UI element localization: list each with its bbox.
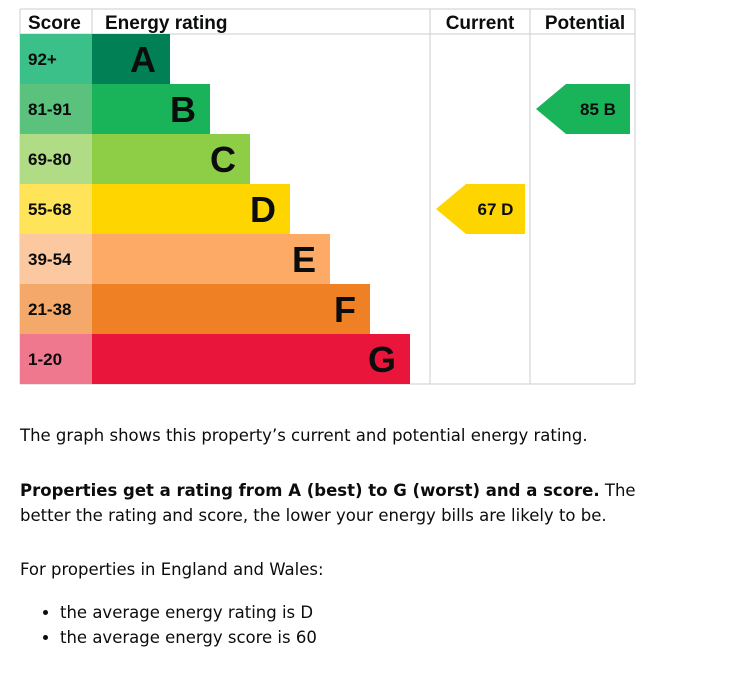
rating-bar-b xyxy=(92,84,210,134)
score-range-g: 1-20 xyxy=(28,350,62,369)
band-letter-f: F xyxy=(334,289,356,330)
rating-bar-f xyxy=(92,284,370,334)
intro-paragraph: The graph shows this property’s current … xyxy=(20,426,588,445)
score-range-b: 81-91 xyxy=(28,100,71,119)
list-item-average-score: the average energy score is 60 xyxy=(60,625,317,650)
band-letter-e: E xyxy=(292,239,316,280)
score-cell-c xyxy=(20,134,92,184)
header-current: Current xyxy=(446,13,515,34)
score-cell-d xyxy=(20,184,92,234)
header-potential: Potential xyxy=(545,13,625,34)
current-rating-marker-label: 67 D xyxy=(478,200,514,219)
current-rating-marker-arrow xyxy=(436,184,525,234)
score-cell-g xyxy=(20,334,92,384)
score-cell-e xyxy=(20,234,92,284)
rating-markers: 67 D 85 B xyxy=(436,84,630,234)
region-note: For properties in England and Wales: xyxy=(20,560,324,579)
score-range-c: 69-80 xyxy=(28,150,71,169)
rating-bar-e xyxy=(92,234,330,284)
score-cell-f xyxy=(20,284,92,334)
potential-rating-marker: 85 B xyxy=(536,84,630,134)
band-a: 92+ A xyxy=(20,34,170,84)
rating-explanation: Properties get a rating from A (best) to… xyxy=(20,478,660,528)
score-range-a: 92+ xyxy=(28,50,57,69)
band-f: 21-38 F xyxy=(20,284,370,334)
potential-rating-marker-label: 85 B xyxy=(580,100,616,119)
band-c: 69-80 C xyxy=(20,134,250,184)
rating-bar-d xyxy=(92,184,290,234)
chart-headers: Score Energy rating Current Potential xyxy=(28,13,625,34)
header-energy-rating: Energy rating xyxy=(105,13,227,34)
band-e: 39-54 E xyxy=(20,234,330,284)
average-list: the average energy rating is D the avera… xyxy=(20,600,317,650)
rating-explanation-lead: Properties get a rating from A (best) to… xyxy=(20,481,600,500)
rating-bar-g xyxy=(92,334,410,384)
band-d: 55-68 D xyxy=(20,184,290,234)
band-letter-b: B xyxy=(170,89,196,130)
rating-bands: 92+ A 81-91 B 69-80 C 55-68 D 39-54 E 21-38 F 1-20 G xyxy=(20,34,410,384)
band-g: 1-20 G xyxy=(20,334,410,384)
score-range-f: 21-38 xyxy=(28,300,71,319)
band-b: 81-91 B xyxy=(20,84,210,134)
header-score: Score xyxy=(28,13,81,34)
energy-rating-chart: Score Energy rating Current Potential 92… xyxy=(19,8,636,385)
score-cell-b xyxy=(20,84,92,134)
score-range-d: 55-68 xyxy=(28,200,71,219)
rating-bar-a xyxy=(92,34,170,84)
current-rating-marker: 67 D xyxy=(436,184,525,234)
score-range-e: 39-54 xyxy=(28,250,72,269)
rating-explanation-rest: The better the rating and score, the low… xyxy=(20,481,636,525)
potential-rating-marker-arrow xyxy=(536,84,630,134)
rating-bar-c xyxy=(92,134,250,184)
band-letter-c: C xyxy=(210,139,236,180)
list-item-average-rating: the average energy rating is D xyxy=(60,600,317,625)
band-letter-g: G xyxy=(368,339,396,380)
band-letter-d: D xyxy=(250,189,276,230)
band-letter-a: A xyxy=(130,39,156,80)
score-cell-a xyxy=(20,34,92,84)
